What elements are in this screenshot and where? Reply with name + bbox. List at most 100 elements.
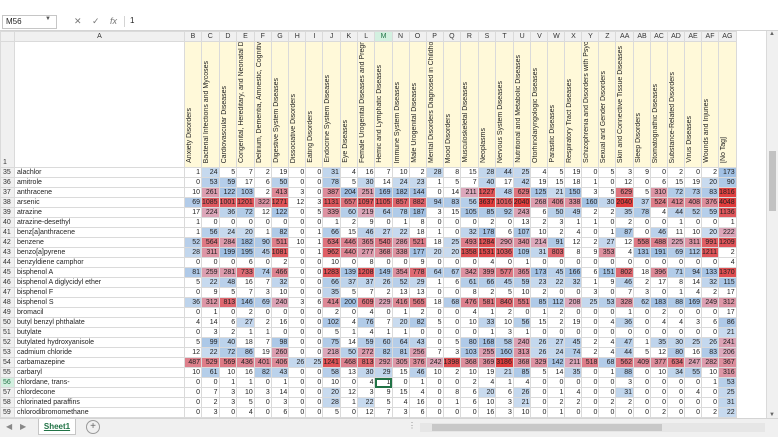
value-cell[interactable]: 261 bbox=[201, 187, 220, 198]
value-cell[interactable]: 64 bbox=[374, 207, 393, 218]
value-cell[interactable]: 0 bbox=[684, 307, 702, 318]
value-cell[interactable]: 62 bbox=[425, 417, 444, 418]
value-cell[interactable]: 6 bbox=[460, 397, 479, 408]
value-cell[interactable]: 1271 bbox=[270, 197, 290, 208]
value-cell[interactable]: 310 bbox=[650, 187, 668, 198]
disease-header-cell[interactable]: Stomatognathic Diseases bbox=[650, 41, 668, 168]
value-cell[interactable]: 1085 bbox=[201, 197, 220, 208]
value-cell[interactable]: 367 bbox=[718, 357, 737, 368]
disease-header-cell[interactable]: Mood Disorders bbox=[442, 41, 462, 168]
value-cell[interactable]: 0 bbox=[288, 217, 307, 228]
value-cell[interactable]: 290 bbox=[495, 237, 514, 248]
row-header[interactable]: 42 bbox=[0, 237, 15, 248]
value-cell[interactable]: 85 bbox=[530, 297, 549, 308]
value-cell[interactable]: 16 bbox=[236, 277, 255, 288]
value-cell[interactable]: 18 bbox=[425, 297, 444, 308]
value-cell[interactable]: 0 bbox=[581, 307, 600, 318]
value-cell[interactable]: 292 bbox=[374, 357, 393, 368]
vertical-scroll-thumb[interactable] bbox=[769, 151, 776, 211]
value-cell[interactable]: 0 bbox=[288, 227, 307, 238]
value-cell[interactable]: 353 bbox=[598, 247, 617, 258]
value-cell[interactable]: 0 bbox=[253, 397, 272, 408]
chemical-name-cell[interactable]: bisphenol A diglycidyl ether bbox=[14, 277, 185, 288]
value-cell[interactable]: 3 bbox=[201, 327, 220, 338]
value-cell[interactable]: 99 bbox=[201, 337, 220, 348]
value-cell[interactable]: 0 bbox=[684, 407, 702, 418]
value-cell[interactable]: 0 bbox=[530, 387, 549, 398]
value-cell[interactable]: 377 bbox=[650, 357, 668, 368]
column-header-C[interactable]: C bbox=[201, 31, 220, 42]
value-cell[interactable]: 48 bbox=[700, 417, 720, 418]
disease-header-cell[interactable]: Parasitic Diseases bbox=[547, 41, 566, 168]
value-cell[interactable]: 322 bbox=[253, 197, 272, 208]
value-cell[interactable]: 64 bbox=[391, 337, 410, 348]
value-cell[interactable]: 0 bbox=[201, 257, 220, 268]
column-header-J[interactable]: J bbox=[322, 31, 341, 42]
disease-header-cell[interactable]: Cardiovascular Diseases bbox=[218, 41, 238, 168]
value-cell[interactable]: 48 bbox=[218, 277, 238, 288]
value-cell[interactable]: 4 bbox=[408, 387, 427, 398]
value-cell[interactable]: 629 bbox=[615, 187, 634, 198]
value-cell[interactable]: 4 bbox=[356, 307, 376, 318]
value-cell[interactable]: 0 bbox=[650, 167, 668, 178]
value-cell[interactable]: 44 bbox=[667, 207, 685, 218]
value-cell[interactable]: 0 bbox=[598, 177, 617, 188]
horizontal-scrollbar[interactable] bbox=[420, 423, 765, 432]
value-cell[interactable]: 61 bbox=[201, 367, 220, 378]
value-cell[interactable]: 0 bbox=[305, 277, 324, 288]
value-cell[interactable]: 2 bbox=[581, 347, 600, 358]
value-cell[interactable]: 3 bbox=[495, 397, 514, 408]
value-cell[interactable]: 22 bbox=[356, 397, 376, 408]
value-cell[interactable]: 0 bbox=[547, 287, 566, 298]
value-cell[interactable]: 0 bbox=[442, 257, 462, 268]
value-cell[interactable]: 1 bbox=[322, 217, 341, 228]
value-cell[interactable]: 87 bbox=[615, 227, 634, 238]
value-cell[interactable]: 1 bbox=[442, 397, 462, 408]
value-cell[interactable]: 4 bbox=[598, 337, 617, 348]
value-cell[interactable]: 68 bbox=[442, 297, 462, 308]
value-cell[interactable]: 1 bbox=[339, 397, 358, 408]
value-cell[interactable]: 4 bbox=[356, 377, 376, 388]
value-cell[interactable]: 5 bbox=[530, 367, 549, 378]
value-cell[interactable]: 1 bbox=[530, 307, 549, 318]
value-cell[interactable]: 225 bbox=[667, 237, 685, 248]
value-cell[interactable]: 1283 bbox=[322, 267, 341, 278]
value-cell[interactable]: 17 bbox=[718, 307, 737, 318]
value-cell[interactable]: 102 bbox=[322, 317, 341, 328]
value-cell[interactable]: 18 bbox=[564, 177, 583, 188]
value-cell[interactable]: 4 bbox=[650, 207, 668, 218]
value-cell[interactable]: 0 bbox=[425, 257, 444, 268]
value-cell[interactable]: 1097 bbox=[356, 197, 376, 208]
value-cell[interactable]: 22 bbox=[201, 347, 220, 358]
value-cell[interactable]: 4 bbox=[236, 407, 255, 418]
chemical-name-cell[interactable]: bisphenol F bbox=[14, 287, 185, 298]
value-cell[interactable]: 0 bbox=[288, 407, 307, 418]
value-cell[interactable]: 569 bbox=[218, 357, 238, 368]
value-cell[interactable]: 0 bbox=[442, 217, 462, 228]
value-cell[interactable]: 105 bbox=[460, 207, 479, 218]
value-cell[interactable]: 0 bbox=[650, 217, 668, 228]
chemical-name-cell[interactable]: bisphenol S bbox=[14, 297, 185, 308]
value-cell[interactable]: 0 bbox=[460, 257, 479, 268]
value-cell[interactable]: 12 bbox=[615, 177, 634, 188]
value-cell[interactable]: 214 bbox=[530, 237, 549, 248]
value-cell[interactable]: 0 bbox=[288, 307, 307, 318]
value-cell[interactable]: 1 bbox=[425, 277, 444, 288]
value-cell[interactable]: 0 bbox=[288, 257, 307, 268]
add-sheet-icon[interactable]: + bbox=[86, 420, 100, 434]
value-cell[interactable]: 281 bbox=[218, 267, 238, 278]
value-cell[interactable]: 0 bbox=[633, 227, 651, 238]
value-cell[interactable]: 2 bbox=[598, 417, 617, 418]
value-cell[interactable]: 24 bbox=[218, 227, 238, 238]
value-cell[interactable]: 112 bbox=[684, 247, 702, 258]
value-cell[interactable]: 3 bbox=[615, 167, 634, 178]
value-cell[interactable]: 0 bbox=[564, 407, 583, 418]
value-cell[interactable]: 2 bbox=[495, 307, 514, 318]
value-cell[interactable]: 7 bbox=[236, 287, 255, 298]
row-header[interactable]: 51 bbox=[0, 327, 15, 338]
value-cell[interactable]: 32 bbox=[700, 277, 720, 288]
spreadsheet-grid[interactable]: A B C D E F G H I J K L M N O P Q R S T U V W X Y Z AA AB AC AD AE AF AG… bbox=[0, 31, 766, 418]
value-cell[interactable]: 1 bbox=[547, 407, 566, 418]
value-cell[interactable]: 339 bbox=[322, 207, 341, 218]
value-cell[interactable]: 1136 bbox=[718, 207, 737, 218]
